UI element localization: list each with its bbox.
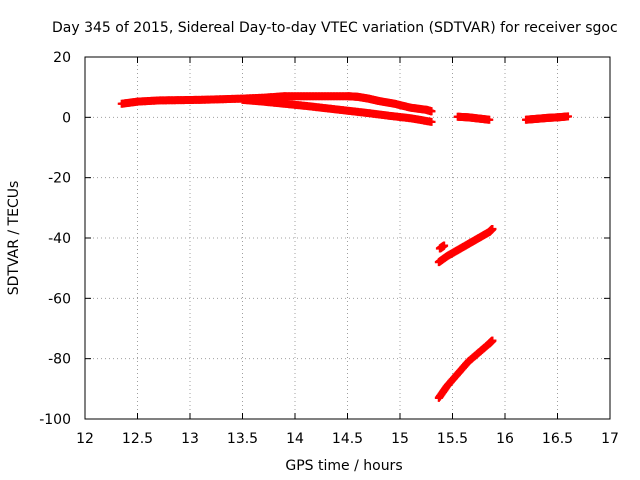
chart-title: Day 345 of 2015, Sidereal Day-to-day VTE… [52,20,618,36]
x-tick-label: 14.5 [332,431,363,447]
data-layer [117,92,572,402]
data-point [427,107,436,116]
x-tick-label: 14 [286,431,304,447]
x-tick-label: 16.5 [542,431,573,447]
x-tick-label: 15.5 [437,431,468,447]
x-tick-label: 12 [76,431,94,447]
series-arc-lower [238,95,436,126]
y-tick-label: -40 [48,231,71,247]
series-deep-drop [434,336,497,402]
data-point [485,115,494,124]
y-tick-label: -100 [39,412,71,428]
tick-layer: 12 12.5 13 13.5 14 14.5 15 15.5 16 16.5 17 -100 -80 -… [39,50,619,447]
data-point [488,224,497,233]
y-tick-label: -60 [48,291,71,307]
x-tick-label: 16 [496,431,514,447]
x-tick-label: 12.5 [122,431,153,447]
x-axis-label: GPS time / hours [285,458,402,474]
y-tick-label: 0 [62,110,71,126]
x-tick-label: 13.5 [227,431,258,447]
y-tick-label: -80 [48,352,71,368]
x-tick-label: 13 [181,431,199,447]
data-point [488,336,497,345]
series-arc-upper-2 [280,92,436,116]
series-mid-blip [435,241,449,253]
x-tick-label: 15 [391,431,409,447]
x-tick-label: 17 [601,431,619,447]
data-point [427,117,436,126]
data-point [440,241,449,250]
series-late-arc [522,112,572,124]
data-point [564,112,572,121]
y-tick-label: 20 [53,50,71,66]
y-axis-label: SDTVAR / TECUs [6,181,22,296]
series-short-arc [453,112,494,124]
y-tick-label: -20 [48,171,71,187]
series-mid-drop [434,224,497,267]
